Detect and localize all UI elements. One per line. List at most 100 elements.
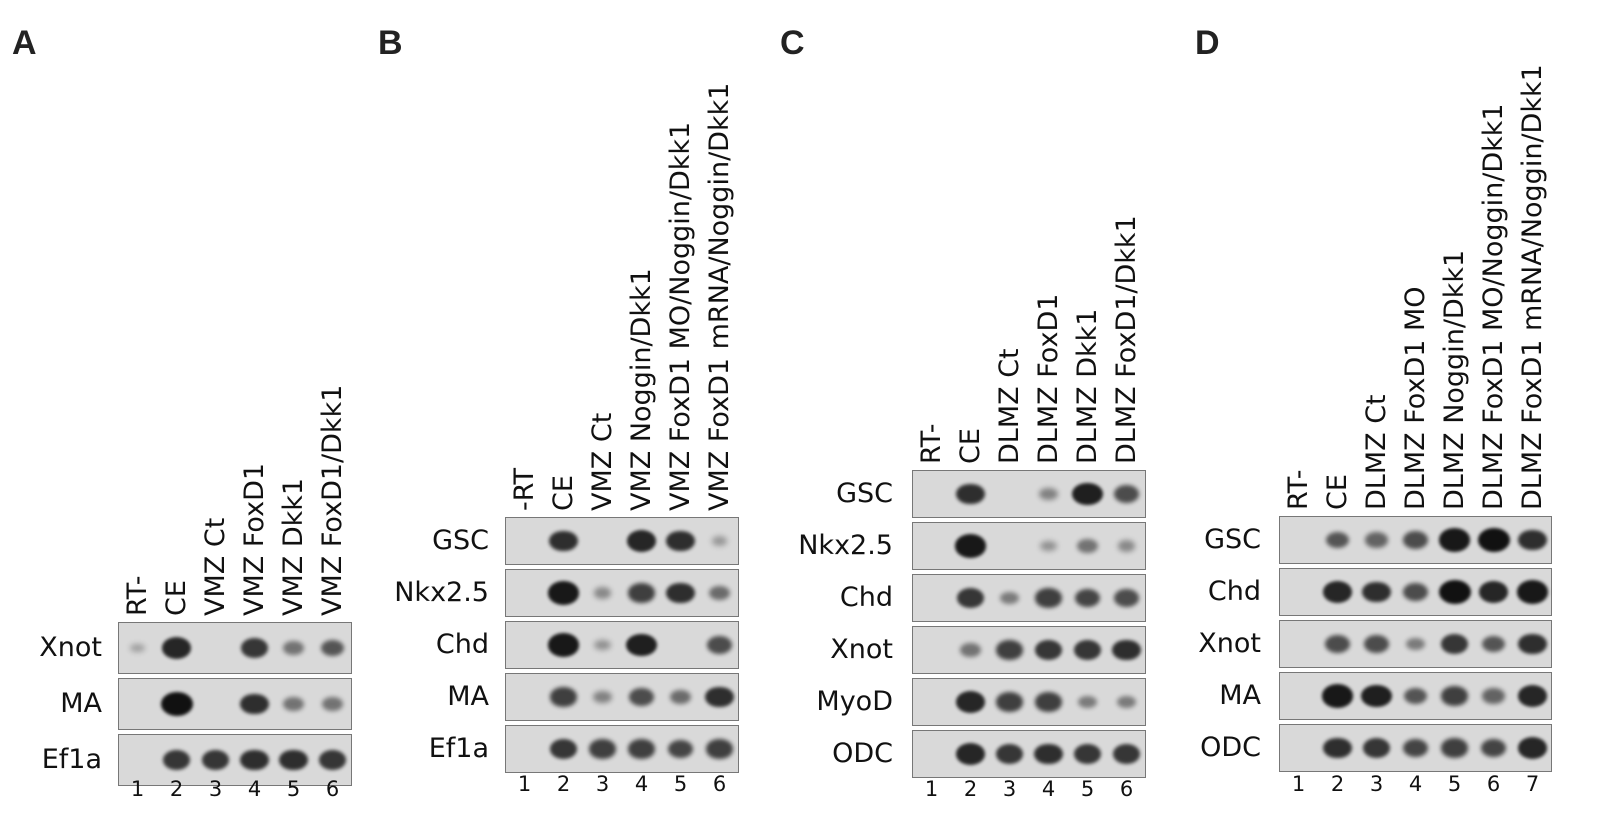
- band: [318, 750, 347, 770]
- lane-number: 1: [924, 777, 939, 801]
- band: [1077, 695, 1098, 709]
- band: [1325, 635, 1350, 653]
- band: [629, 688, 654, 706]
- band: [593, 691, 612, 703]
- band: [711, 536, 728, 546]
- lane-number: 2: [556, 772, 571, 796]
- band: [1365, 532, 1388, 548]
- blot-row: [505, 517, 739, 565]
- gene-label: Ef1a: [41, 744, 102, 775]
- lane-label: CE: [161, 580, 192, 616]
- band: [547, 633, 580, 657]
- band: [1077, 539, 1098, 553]
- blot-row: [912, 522, 1146, 570]
- band: [1480, 738, 1507, 758]
- gene-label: Nkx2.5: [798, 530, 893, 561]
- band: [1517, 685, 1548, 707]
- band: [996, 692, 1023, 712]
- band: [593, 587, 612, 599]
- panel-letter: B: [378, 24, 403, 62]
- blot-row: [912, 626, 1146, 674]
- gene-label: Xnot: [39, 632, 102, 663]
- band: [960, 643, 981, 657]
- band: [1034, 743, 1063, 765]
- band: [666, 582, 695, 604]
- gene-label: GSC: [432, 525, 489, 556]
- band: [1481, 635, 1506, 653]
- band: [1039, 488, 1058, 500]
- band: [1072, 482, 1103, 506]
- band: [1117, 540, 1136, 552]
- band: [1361, 684, 1392, 708]
- lane-label: VMZ Dkk1: [278, 477, 309, 616]
- blot-row: [505, 569, 739, 617]
- lane-label: VMZ FoxD1/Dkk1: [317, 384, 348, 616]
- band: [589, 739, 616, 759]
- blot-row: [505, 725, 739, 773]
- band: [1364, 635, 1389, 653]
- band: [1034, 640, 1063, 660]
- band: [628, 583, 655, 603]
- band: [1073, 744, 1102, 764]
- band: [1112, 639, 1141, 661]
- band: [283, 641, 304, 655]
- band: [1116, 695, 1137, 709]
- band: [240, 693, 269, 715]
- band: [1362, 738, 1391, 758]
- lane-label: CE: [548, 475, 579, 511]
- blot-row: [118, 734, 352, 786]
- lane-label: DLMZ Noggin/Dkk1: [1439, 249, 1470, 510]
- band: [1321, 684, 1354, 708]
- lane-label: CE: [1322, 474, 1353, 510]
- band: [549, 530, 578, 552]
- lane-number: 4: [1408, 772, 1423, 796]
- band: [705, 686, 734, 708]
- gene-label: Chd: [1207, 576, 1261, 607]
- band: [1114, 485, 1139, 503]
- blot-row: [1279, 620, 1552, 668]
- lane-label: DLMZ Dkk1: [1072, 308, 1103, 464]
- band: [667, 739, 694, 759]
- lane-number: 2: [1330, 772, 1345, 796]
- band: [955, 691, 986, 713]
- gene-label: Chd: [435, 629, 489, 660]
- band: [999, 591, 1020, 605]
- band: [549, 739, 578, 759]
- band: [1112, 744, 1141, 764]
- gene-label: Chd: [839, 582, 893, 613]
- lane-number: 1: [130, 777, 145, 801]
- lane-label: -RT: [509, 467, 540, 511]
- band: [708, 585, 731, 601]
- band: [161, 637, 192, 659]
- panel-letter: C: [780, 24, 805, 62]
- lane-number: 7: [1525, 772, 1540, 796]
- band: [995, 744, 1024, 764]
- lane-label: RT-: [916, 423, 947, 464]
- blot-row: [118, 678, 352, 730]
- band: [626, 530, 657, 552]
- band: [1323, 737, 1352, 759]
- gene-label: MA: [447, 681, 489, 712]
- band: [1403, 687, 1428, 705]
- lane-number: 5: [286, 777, 301, 801]
- lane-label: DLMZ FoxD1: [1033, 293, 1064, 464]
- band: [1518, 633, 1547, 655]
- band: [1477, 528, 1510, 552]
- band: [1441, 686, 1468, 706]
- band: [320, 639, 345, 657]
- blot-row: [118, 622, 352, 674]
- band: [1438, 528, 1471, 552]
- lane-number: 6: [1119, 777, 1134, 801]
- band: [1482, 688, 1505, 704]
- band: [628, 739, 655, 759]
- band: [1516, 580, 1549, 604]
- lane-label: VMZ Ct: [587, 412, 618, 511]
- lane-number: 1: [517, 772, 532, 796]
- lane-number: 6: [325, 777, 340, 801]
- lane-label: RT-: [1283, 469, 1314, 510]
- band: [160, 692, 193, 716]
- lane-number: 3: [595, 772, 610, 796]
- band: [1440, 634, 1469, 654]
- lane-number: 3: [208, 777, 223, 801]
- gene-label: ODC: [832, 738, 893, 769]
